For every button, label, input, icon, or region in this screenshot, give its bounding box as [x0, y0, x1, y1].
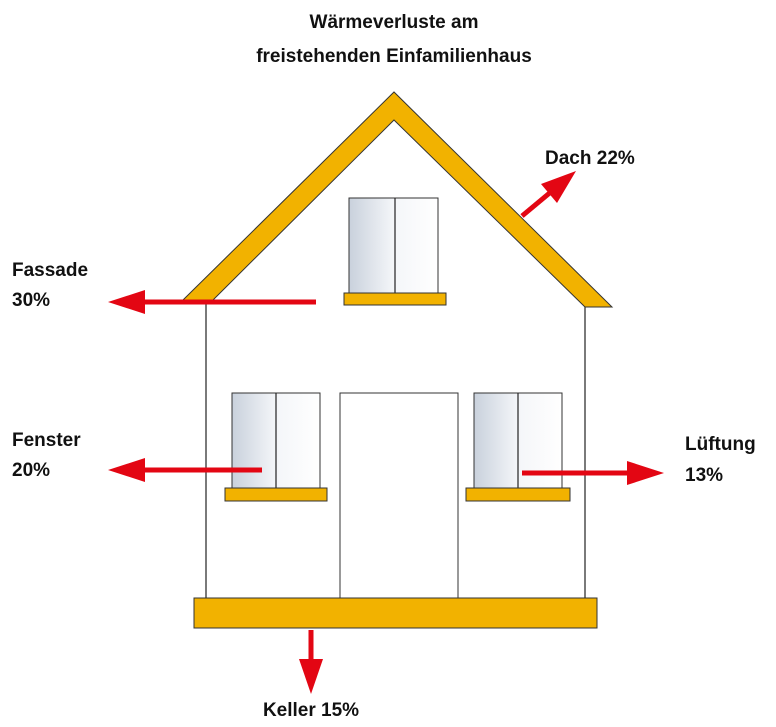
window-sill — [225, 488, 327, 501]
door — [340, 393, 458, 598]
label: Keller — [263, 700, 316, 721]
diagram: Wärmeverluste am freistehenden Einfamili… — [0, 0, 776, 722]
window-sill — [344, 293, 446, 305]
arrow — [522, 191, 552, 216]
loss-label: Fassade — [12, 260, 88, 281]
foundation — [194, 598, 597, 628]
loss-label: Fenster — [12, 430, 81, 451]
loss-label: Keller 15% — [263, 700, 359, 721]
window — [349, 198, 438, 293]
arrow-head — [108, 290, 145, 314]
house — [183, 92, 612, 628]
arrow-head — [627, 461, 664, 485]
arrow-head — [299, 659, 323, 694]
page: {"title": {"lines": ["Wärmeverluste am",… — [0, 0, 776, 722]
value: 15% — [321, 700, 359, 721]
loss-value: 30% — [12, 290, 50, 311]
arrow-head — [108, 458, 145, 482]
window-sill — [466, 488, 570, 501]
loss-label: Lüftung — [685, 434, 756, 455]
title-line: Wärmeverluste am — [310, 12, 479, 33]
title-line: freistehenden Einfamilienhaus — [256, 46, 532, 67]
loss-value: 20% — [12, 460, 50, 481]
loss-value: 13% — [685, 465, 723, 486]
value: 22% — [597, 148, 635, 169]
label: Dach — [545, 148, 591, 169]
loss-label: Dach 22% — [545, 148, 635, 169]
